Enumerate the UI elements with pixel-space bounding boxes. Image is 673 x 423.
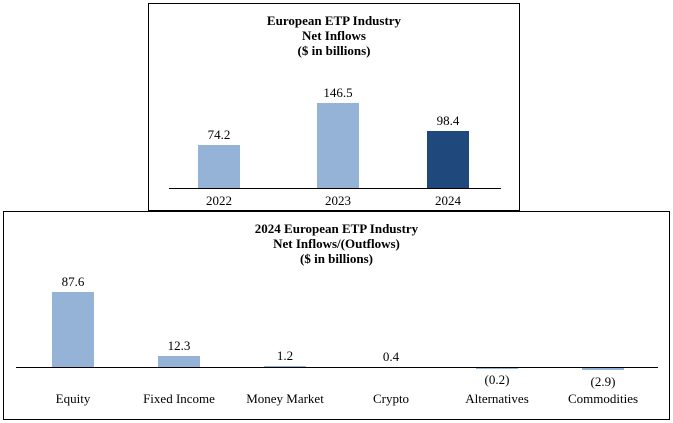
value-label-fixed-income: 12.3 — [167, 338, 191, 354]
chart-title: 2024 European ETP Industry — [254, 221, 419, 236]
value-label-2023: 146.5 — [323, 85, 353, 101]
category-label-equity: Equity — [55, 391, 91, 406]
plot-area-yearly: 74.2 2022 146.5 2023 98.4 2024 — [149, 4, 519, 210]
chart-title-block: 2024 European ETP Industry Net Inflows/(… — [4, 212, 669, 266]
chart-etp-net-inflows-by-year: European ETP Industry Net Inflows ($ in … — [148, 3, 520, 211]
value-label-alternatives: (0.2) — [484, 372, 510, 388]
chart-etp-net-inflows-by-asset-class: 2024 European ETP Industry Net Inflows/(… — [3, 211, 670, 420]
category-label-money-market: Money Market — [246, 391, 324, 406]
bar-2022 — [198, 144, 240, 188]
plot-area-asset-class: 87.6 Equity 12.3 Fixed Income 1.2 Money Marke… — [4, 212, 669, 419]
bar-fixed-income — [158, 356, 200, 367]
category-label-fixed-income: Fixed Income — [143, 391, 215, 406]
chart-units-label: ($ in billions) — [297, 43, 371, 58]
bar-money-market — [264, 365, 306, 367]
chart-title: European ETP Industry — [266, 13, 402, 28]
value-label-commodities: (2.9) — [590, 374, 616, 390]
category-label-2023: 2023 — [325, 193, 351, 208]
chart-subtitle: Net Inflows — [302, 28, 366, 43]
x-axis-line — [169, 188, 501, 189]
value-label-2022: 74.2 — [207, 126, 231, 142]
bar-2023 — [317, 103, 359, 188]
category-label-2022: 2022 — [206, 193, 232, 208]
value-label-2024: 98.4 — [436, 112, 460, 128]
x-axis-line — [16, 367, 658, 368]
value-label-money-market: 1.2 — [276, 347, 294, 363]
category-label-2024: 2024 — [435, 193, 461, 208]
chart-units-label: ($ in billions) — [300, 251, 373, 266]
value-label-equity: 87.6 — [61, 274, 85, 289]
value-label-crypto: 0.4 — [382, 348, 400, 364]
chart-subtitle: Net Inflows/(Outflows) — [273, 236, 400, 251]
category-label-commodities: Commodities — [567, 391, 639, 406]
bar-2024 — [427, 130, 469, 188]
bar-equity — [52, 292, 94, 367]
bar-commodities — [582, 368, 624, 371]
chart-title-block: European ETP Industry Net Inflows ($ in … — [149, 4, 519, 58]
category-label-crypto: Crypto — [372, 391, 410, 406]
category-label-alternatives: Alternatives — [465, 391, 529, 406]
